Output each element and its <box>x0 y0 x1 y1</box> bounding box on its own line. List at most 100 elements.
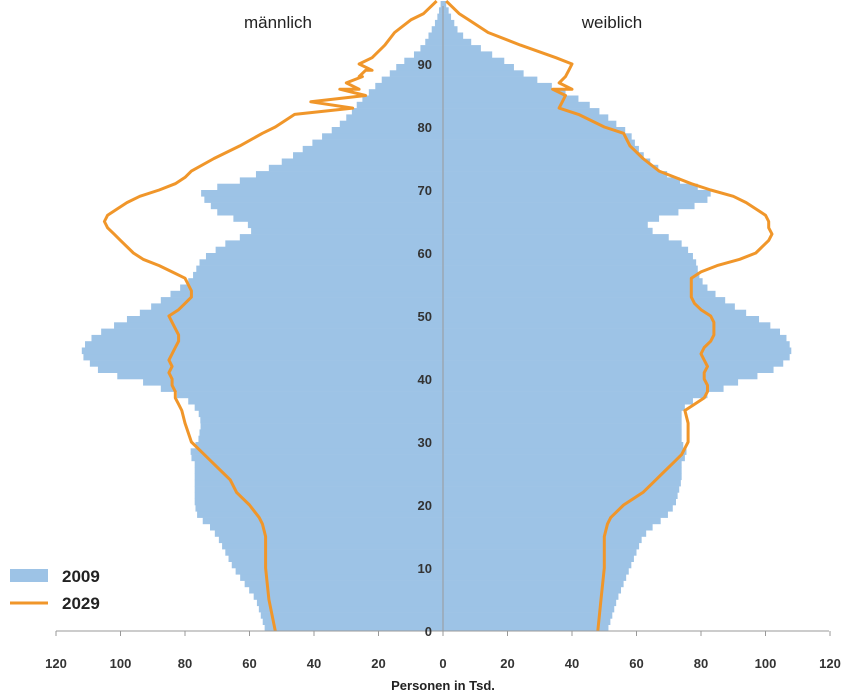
bar-male-2009 <box>194 479 443 487</box>
bar-male-2009 <box>143 379 443 386</box>
bar-female-2009 <box>443 536 642 544</box>
x-axis-title: Personen in Tsd. <box>391 678 495 693</box>
bar-male-2009 <box>97 366 444 373</box>
bar-female-2009 <box>443 397 693 405</box>
bar-female-2009 <box>443 586 622 594</box>
bar-male-2009 <box>225 240 443 247</box>
y-tick-label: 50 <box>418 309 432 324</box>
bar-male-2009 <box>233 215 443 222</box>
bar-female-2009 <box>443 473 682 481</box>
bar-male-2009 <box>381 76 443 84</box>
bar-male-2009 <box>214 530 443 537</box>
y-tick-label: 30 <box>418 435 432 450</box>
x-tick-label: 80 <box>178 656 192 671</box>
bar-female-2009 <box>443 76 538 84</box>
bar-male-2009 <box>85 341 444 348</box>
bar-male-2009 <box>160 385 443 392</box>
bar-female-2009 <box>443 108 600 115</box>
bar-male-2009 <box>176 391 443 399</box>
bar-male-2009 <box>190 448 443 455</box>
bar-female-2009 <box>443 530 647 537</box>
bars-male-2009 <box>81 1 444 632</box>
bar-female-2009 <box>443 568 629 575</box>
bar-male-2009 <box>89 360 444 367</box>
bar-male-2009 <box>231 561 443 569</box>
bar-male-2009 <box>253 593 443 600</box>
bar-male-2009 <box>210 202 443 210</box>
bar-female-2009 <box>443 89 566 96</box>
bar-male-2009 <box>199 259 443 266</box>
bar-male-2009 <box>200 423 443 430</box>
bar-female-2009 <box>443 366 774 373</box>
bar-female-2009 <box>443 265 698 273</box>
bar-male-2009 <box>339 120 443 128</box>
bar-male-2009 <box>218 536 443 544</box>
bar-male-2009 <box>225 549 443 556</box>
x-tick-label: 100 <box>755 656 777 671</box>
bar-female-2009 <box>443 322 771 329</box>
line-male-2029 <box>102 0 438 632</box>
bar-male-2009 <box>101 328 444 336</box>
bar-female-2009 <box>443 605 615 613</box>
bar-female-2009 <box>443 442 684 449</box>
bar-female-2009 <box>443 32 464 40</box>
bar-female-2009 <box>443 360 784 367</box>
bar-female-2009 <box>443 498 677 506</box>
y-tick-label: 60 <box>418 246 432 261</box>
bar-male-2009 <box>170 290 444 298</box>
bar-female-2009 <box>443 429 682 436</box>
bar-male-2009 <box>375 82 443 90</box>
bar-female-2009 <box>443 253 693 260</box>
bar-female-2009 <box>443 486 680 493</box>
bar-male-2009 <box>302 145 443 153</box>
bar-female-2009 <box>443 13 452 21</box>
bar-female-2009 <box>443 183 698 191</box>
bar-male-2009 <box>151 303 443 310</box>
x-tick-label: 20 <box>500 656 514 671</box>
x-axis-ticks: 120 100 80 60 40 20 0 20 40 60 80 100 120 <box>45 631 841 671</box>
bar-male-2009 <box>396 64 443 71</box>
bar-male-2009 <box>194 467 443 474</box>
bar-female-2009 <box>443 227 653 235</box>
bar-female-2009 <box>443 511 668 518</box>
bar-female-2009 <box>443 561 632 569</box>
bar-male-2009 <box>188 397 443 405</box>
bar-male-2009 <box>262 618 443 625</box>
bar-male-2009 <box>281 158 443 166</box>
bar-male-2009 <box>322 133 443 140</box>
bar-male-2009 <box>194 460 443 468</box>
bar-male-2009 <box>389 70 443 77</box>
bar-female-2009 <box>443 51 493 58</box>
y-tick-label: 20 <box>418 498 432 513</box>
bar-male-2009 <box>194 486 443 493</box>
x-tick-label: 100 <box>110 656 132 671</box>
bar-female-2009 <box>443 353 790 361</box>
bar-male-2009 <box>404 57 443 65</box>
bar-male-2009 <box>197 511 443 518</box>
bar-female-2009 <box>443 454 685 462</box>
bar-male-2009 <box>425 38 443 46</box>
bar-female-2009 <box>443 303 735 310</box>
bar-male-2009 <box>200 416 443 424</box>
bar-female-2009 <box>443 284 708 292</box>
bar-female-2009 <box>443 271 700 279</box>
bar-male-2009 <box>235 568 443 575</box>
bar-female-2009 <box>443 309 747 317</box>
legend-label-2009: 2009 <box>62 567 100 586</box>
bar-male-2009 <box>244 580 443 588</box>
bar-female-2009 <box>443 460 682 468</box>
bar-female-2009 <box>443 290 716 298</box>
bar-female-2009 <box>443 448 687 455</box>
bar-female-2009 <box>443 221 648 229</box>
bar-female-2009 <box>443 479 681 487</box>
bar-female-2009 <box>443 334 787 342</box>
bar-male-2009 <box>198 435 443 443</box>
bar-female-2009 <box>443 82 552 90</box>
bar-male-2009 <box>194 498 443 506</box>
side-label-male: männlich <box>244 13 312 32</box>
bar-female-2009 <box>443 19 455 27</box>
bar-female-2009 <box>443 152 644 159</box>
bar-male-2009 <box>205 253 443 260</box>
y-tick-label: 0 <box>425 624 432 639</box>
x-tick-label: 0 <box>439 656 446 671</box>
